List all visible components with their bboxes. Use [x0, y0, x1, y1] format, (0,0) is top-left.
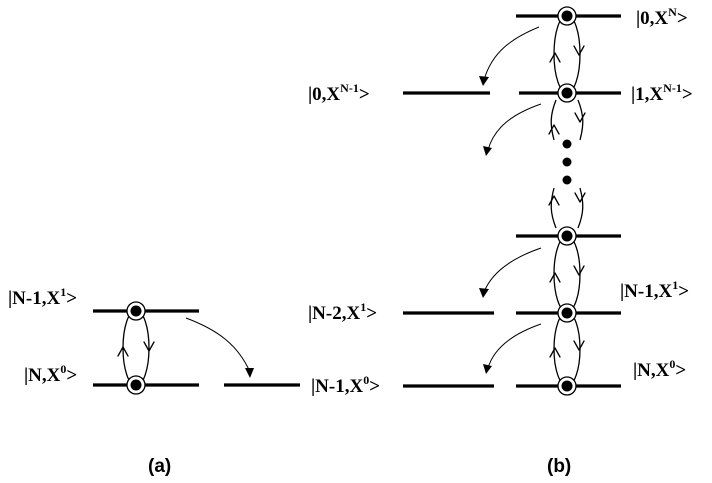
- arrow-up-b-partial-lower: [548, 195, 560, 206]
- arrow-down-b-partial-upper: [574, 112, 586, 123]
- arrow-down-b-partial-lower: [574, 192, 586, 203]
- decay-curve-b-3: [483, 247, 542, 293]
- site-dot-b-4: [561, 380, 573, 392]
- ellipsis-dot-1: [562, 139, 572, 149]
- site-dot-a-upper: [130, 305, 142, 317]
- decay-arrowhead-b-3: [479, 288, 489, 298]
- decay-curve-a: [185, 317, 251, 373]
- ellipsis-dot-3: [562, 175, 572, 185]
- decay-arrowhead-b-1: [479, 76, 489, 86]
- decay-arrowhead-b-2: [483, 146, 492, 156]
- site-dot-a-lower: [130, 379, 142, 391]
- decay-curve-b-4: [487, 323, 542, 369]
- panel-b: |0,XN> |1,XN-1> |N-1,X1> |N,X0> (b): [479, 5, 693, 477]
- arrow-up-b-top: [549, 52, 561, 63]
- arrow-up-b-low: [549, 347, 561, 358]
- label-a-upper: |N-1,X1>: [8, 285, 77, 309]
- panel-label-b: (b): [547, 456, 571, 477]
- site-dot-b-3: [561, 307, 573, 319]
- transition-loop-b-mid: [553, 235, 581, 313]
- label-b-right-lower: |N,X0>: [633, 357, 686, 381]
- site-dot-b-0: [561, 10, 573, 22]
- decay-curve-b-2: [487, 103, 542, 151]
- site-dot-b-1: [561, 87, 573, 99]
- label-b-right-upper: |N-1,X1>: [620, 278, 689, 302]
- decay-arrowhead-b-4: [483, 364, 492, 374]
- panel-label-a: (a): [148, 456, 171, 477]
- arrow-down-b-top: [573, 45, 585, 56]
- arrow-down-b-mid: [573, 265, 585, 276]
- label-mid-upper: |N-2,X1>: [308, 300, 377, 324]
- partial-loop-right-lower: [577, 187, 584, 229]
- arrow-up-b-mid: [549, 272, 561, 283]
- arrow-up-b-partial-upper: [548, 124, 560, 135]
- label-mid-lower: |N-1,X0>: [311, 373, 380, 397]
- transition-loop-a: [122, 309, 150, 387]
- arrow-down-a: [143, 341, 155, 352]
- label-b-second: |1,XN-1>: [631, 81, 693, 105]
- decay-curve-b-1: [483, 26, 540, 81]
- partial-loop-left-lower: [550, 187, 557, 229]
- transition-loop-b-low: [553, 311, 581, 387]
- arrow-down-b-low: [573, 340, 585, 351]
- panel-a: |N-1,X1> |N,X0> (a): [8, 285, 300, 477]
- transition-loop-b-top: [553, 14, 581, 94]
- label-a-lower: |N,X0>: [24, 362, 77, 386]
- label-b-top: |0,XN>: [636, 5, 688, 29]
- arrow-up-a: [117, 346, 129, 357]
- ellipsis-dot-2: [562, 157, 572, 167]
- partial-loop-right-upper: [577, 99, 584, 141]
- decay-arrowhead-a: [245, 368, 254, 378]
- label-top-left: |0,XN-1>: [308, 81, 370, 105]
- site-dot-b-2: [561, 230, 573, 242]
- partial-loop-left-upper: [550, 99, 557, 141]
- middle-levels: |N-1,X0> |N-2,X1> |0,XN-1>: [308, 81, 494, 397]
